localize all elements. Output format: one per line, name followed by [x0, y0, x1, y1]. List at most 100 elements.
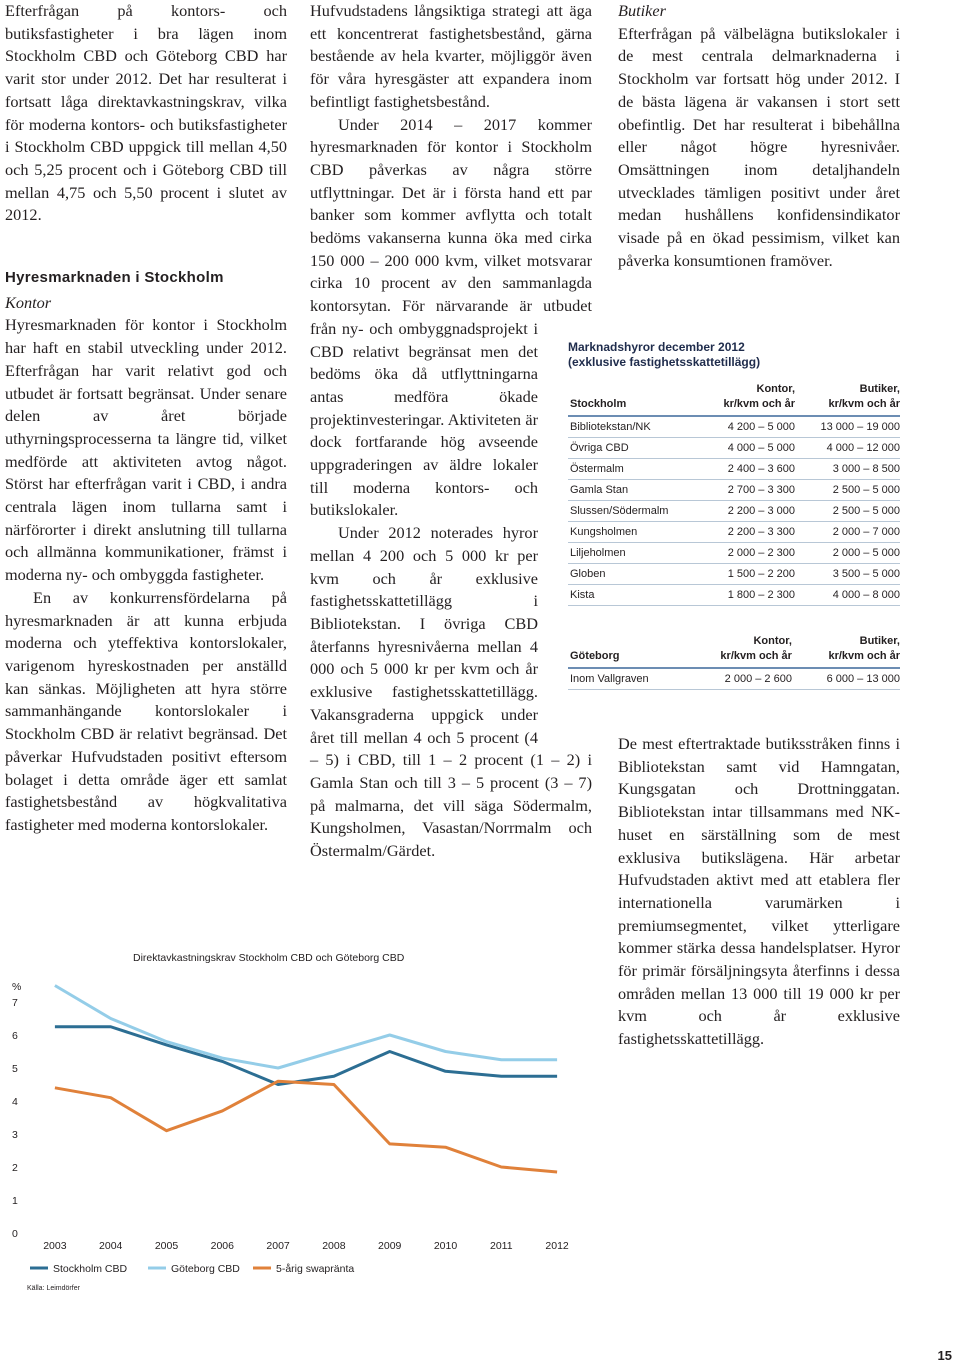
header-line: Butiker,: [859, 635, 900, 647]
series-line: [54, 1079, 558, 1174]
header-line: Kontor,: [756, 383, 796, 395]
table-title: Marknadshyror december 2012 (exklusive f…: [568, 340, 900, 370]
legend-label: Göteborg CBD: [171, 1263, 240, 1275]
table-row: Inom Vallgraven 2 000 – 2 600 6 000 – 13 0…: [568, 668, 900, 690]
subheading: Kontor: [5, 292, 52, 312]
paragraph: En av konkurrensfördelarna på hyresmarkn…: [5, 587, 287, 834]
header-cell: Kontor, kr/kvm och år: [700, 380, 796, 417]
header-line: kr/kvm och år: [828, 650, 900, 662]
x-tick-label: 2010: [434, 1240, 458, 1252]
paragraph: Under 2014 – 2017 kommer hyresmarknaden …: [310, 114, 592, 520]
x-tick-label: 2007: [266, 1240, 290, 1252]
header-line: kr/kvm och år: [723, 398, 795, 410]
x-tick-label: 2003: [43, 1240, 67, 1252]
heading: Hyresmarknaden i Stockholm: [5, 269, 224, 287]
x-tick-label: 2004: [99, 1240, 123, 1252]
table-cell: Övriga CBD: [568, 437, 701, 459]
paragraph: Efterfrågan på välbelägna butikslokaler …: [618, 23, 900, 270]
table-cell: Kungsholmen: [568, 521, 701, 543]
table-cell: 3 500 – 5 000: [795, 563, 900, 585]
subheading: Butiker: [618, 1, 666, 20]
table-cell: 1 800 – 2 300: [700, 584, 795, 606]
y-tick-label: 7: [12, 997, 18, 1009]
table-cell: 2 000 – 2 600: [686, 668, 792, 690]
table-cell: 2 000 – 2 300: [700, 542, 795, 564]
header-line: kr/kvm och år: [720, 650, 792, 662]
header-line: Butiker,: [859, 383, 900, 395]
table-row: Globen 1 500 – 2 200 3 500 – 5 000: [568, 563, 900, 585]
header-cell: Butiker, kr/kvm och år: [795, 380, 900, 417]
paragraph: Under 2012 noterades hyror mellan 4 200 …: [310, 523, 592, 861]
y-tick-label: 5: [12, 1063, 18, 1075]
y-tick-label: 3: [12, 1129, 18, 1141]
x-tick-label: 2008: [322, 1240, 346, 1252]
header-row: Göteborg Kontor, kr/kvm och år Butiker, kr/k…: [568, 632, 900, 669]
header-cell: Kontor, kr/kvm och år: [686, 632, 792, 669]
x-tick-label: 2005: [155, 1240, 179, 1252]
x-tick-label: 2011: [490, 1240, 513, 1252]
table-cell: 4 200 – 5 000: [700, 416, 795, 438]
y-tick-label: 6: [12, 1030, 18, 1042]
table-cell: Gamla Stan: [568, 479, 701, 501]
title-line: Marknadshyror december 2012: [568, 340, 745, 354]
series-line: [54, 984, 558, 1070]
y-axis-label: %: [12, 981, 21, 993]
table: Stockholm Kontor, kr/kvm och år Butiker, kr/…: [568, 380, 900, 606]
y-tick-label: 0: [12, 1228, 18, 1240]
table-cell: 2 000 – 7 000: [795, 521, 900, 543]
table-row: Bibliotekstan/NK 4 200 – 5 000 13 000 – 19…: [568, 416, 900, 438]
table-cell: 2 500 – 5 000: [795, 500, 900, 522]
table-row: Gamla Stan 2 700 – 3 300 2 500 – 5 000: [568, 479, 900, 501]
source: Källa: Leimdörfer: [27, 1285, 81, 1292]
table-row: Kista 1 800 – 2 300 4 000 – 8 000: [568, 584, 900, 606]
header-line: kr/kvm och år: [828, 398, 900, 410]
chart-title: Direktavkastningskrav Stockholm CBD och …: [133, 952, 405, 964]
table-row: Kungsholmen 2 200 – 3 300 2 000 – 7 000: [568, 521, 900, 543]
x-tick-label: 2009: [378, 1240, 402, 1252]
table-cell: Bibliotekstan/NK: [568, 416, 701, 438]
table-cell: Östermalm: [568, 458, 701, 480]
legend-label: Stockholm CBD: [53, 1263, 128, 1275]
table-cell: 2 400 – 3 600: [700, 458, 795, 480]
table-cell: 2 200 – 3 300: [700, 521, 795, 543]
header-cell: Butiker, kr/kvm och år: [791, 632, 900, 669]
paragraph: Hufvudstadens långsiktiga strategi att ä…: [310, 1, 592, 111]
table-cell: 6 000 – 13 000: [791, 668, 900, 690]
table-cell: 2 700 – 3 300: [700, 479, 795, 501]
paragraph: Efterfrågan på kontors- och butiksfastig…: [5, 1, 287, 225]
table: Göteborg Kontor, kr/kvm och år Butiker, kr/k…: [568, 632, 900, 690]
table-cell: 3 000 – 8 500: [795, 458, 900, 480]
table-cell: Globen: [568, 563, 701, 585]
page-number: 15: [937, 1348, 952, 1363]
series-line: [54, 1025, 558, 1086]
column: Efterfrågan på kontors- och butiksfastig…: [5, 0, 287, 837]
table-cell: 4 000 – 12 000: [795, 437, 900, 459]
x-tick-label: 2006: [211, 1240, 235, 1252]
table-row: Östermalm 2 400 – 3 600 3 000 – 8 500: [568, 458, 900, 480]
table-row: Liljeholmen 2 000 – 2 300 2 000 – 5 000: [568, 542, 900, 564]
header-cell: Stockholm: [568, 380, 701, 417]
table-cell: 2 000 – 5 000: [795, 542, 900, 564]
title-line: (exklusive fastighetsskattetillägg): [568, 355, 761, 369]
column: Butiker Efterfrågan på välbelägna butiks…: [618, 0, 900, 1048]
table-cell: 2 200 – 3 000: [700, 500, 795, 522]
table-cell: Kista: [568, 584, 701, 606]
table-row: Övriga CBD 4 000 – 5 000 4 000 – 12 000: [568, 437, 900, 459]
table-cell: 4 000 – 8 000: [795, 584, 900, 606]
table-cell: 13 000 – 19 000: [795, 416, 900, 438]
x-tick-label: 2012: [545, 1240, 569, 1252]
table-cell: 4 000 – 5 000: [700, 437, 795, 459]
table-row: Slussen/Södermalm 2 200 – 3 000 2 500 – 5 …: [568, 500, 900, 522]
chart: Direktavkastningskrav Stockholm CBD och …: [12, 952, 569, 1292]
y-tick-label: 4: [12, 1096, 18, 1108]
paragraph: De mest eftertraktade butiksstråken finn…: [618, 734, 900, 1049]
y-tick-label: 2: [12, 1162, 18, 1174]
header-cell: Göteborg: [568, 632, 687, 669]
paragraph: Hyresmarknaden för kontor i Stockholm ha…: [5, 315, 287, 585]
column: Hufvudstadens långsiktiga strategi att ä…: [310, 0, 592, 863]
header-row: Stockholm Kontor, kr/kvm och år Butiker, kr/…: [568, 380, 900, 417]
header-line: Kontor,: [753, 635, 792, 647]
y-tick-label: 1: [12, 1195, 18, 1207]
table-cell: Liljeholmen: [568, 542, 701, 564]
